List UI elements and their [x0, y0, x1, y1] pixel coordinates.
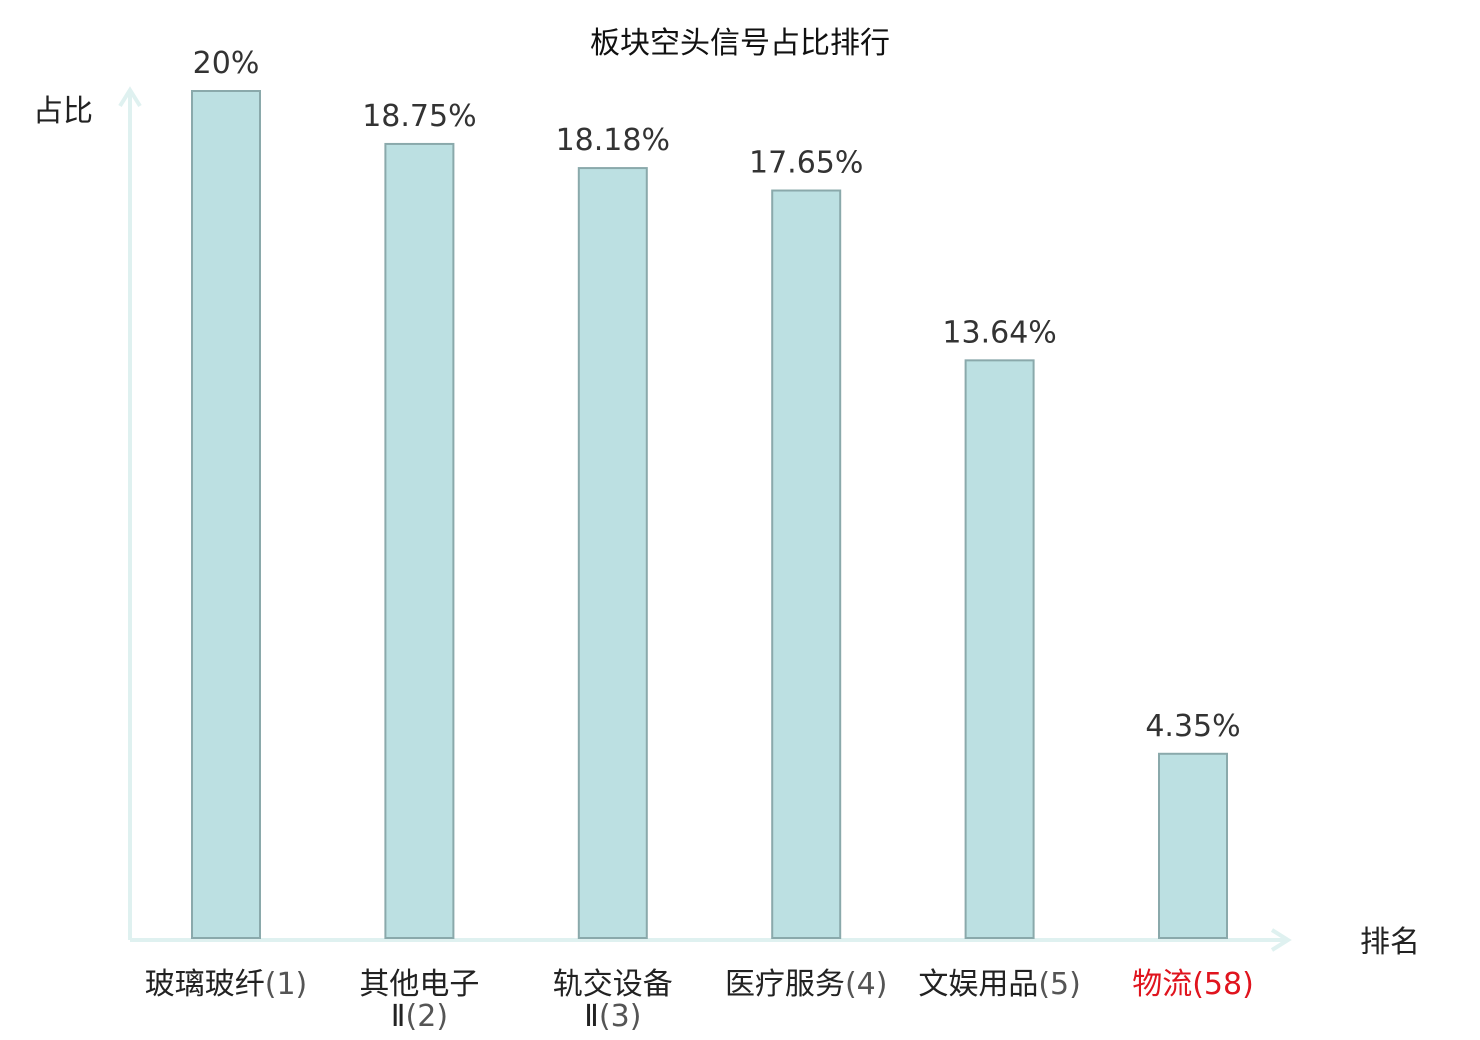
category-name: 玻璃玻纤(1) — [145, 967, 308, 1002]
bar — [384, 142, 455, 939]
bar-value-label: 17.65% — [749, 146, 863, 181]
bar-value-label: 13.64% — [942, 315, 1056, 350]
bar — [771, 189, 842, 939]
category-name: 其他电子 — [359, 967, 479, 1002]
category-label: 其他电子 Ⅱ(2) — [359, 967, 479, 1034]
category-rank: (58) — [1192, 967, 1254, 1002]
category-label: 物流(58) — [1132, 967, 1254, 1002]
bars-group — [191, 90, 1228, 940]
y-axis-arrow — [118, 86, 142, 108]
axes — [118, 86, 1292, 952]
category-rank: (3) — [599, 999, 642, 1034]
category-label: 文娱用品(5) — [918, 967, 1081, 1002]
x-axis-arrow — [1270, 928, 1292, 952]
category-rank: (1) — [265, 967, 308, 1002]
bar — [964, 359, 1035, 939]
category-name: 医疗服务(4) — [725, 967, 888, 1002]
bar-value-label: 4.35% — [1145, 709, 1240, 744]
category-label: 玻璃玻纤(1) — [145, 967, 308, 1002]
x-axis-label: 排名 — [1360, 925, 1420, 960]
bar — [1158, 752, 1228, 940]
bar — [577, 167, 648, 939]
category-labels-group: 玻璃玻纤(1) 其他电子 Ⅱ(2) 轨交设备 Ⅱ(3) 医疗服务(4) 文娱用品(5) 物流(… — [145, 967, 1254, 1034]
category-rank: (4) — [845, 967, 888, 1002]
y-axis-label: 占比 — [33, 94, 93, 129]
category-name-suffix: Ⅱ(3) — [584, 999, 641, 1034]
category-rank: (5) — [1038, 967, 1081, 1002]
category-rank: (2) — [406, 999, 449, 1034]
bar-value-label: 20% — [193, 46, 260, 81]
value-labels-group: 20% 18.75% 18.18% 17.65% 13.64% 4.35% — [193, 46, 1241, 744]
category-name-suffix: Ⅱ(2) — [391, 999, 448, 1034]
bar-value-label: 18.18% — [556, 123, 670, 158]
category-label: 轨交设备 Ⅱ(3) — [553, 967, 673, 1034]
bar-value-label: 18.75% — [362, 99, 476, 134]
category-label: 医疗服务(4) — [725, 967, 888, 1002]
chart-title: 板块空头信号占比排行 — [590, 26, 890, 61]
category-name: 物流(58) — [1132, 967, 1254, 1002]
bar — [191, 90, 261, 939]
category-name: 轨交设备 — [553, 967, 673, 1002]
category-name: 文娱用品(5) — [918, 967, 1081, 1002]
